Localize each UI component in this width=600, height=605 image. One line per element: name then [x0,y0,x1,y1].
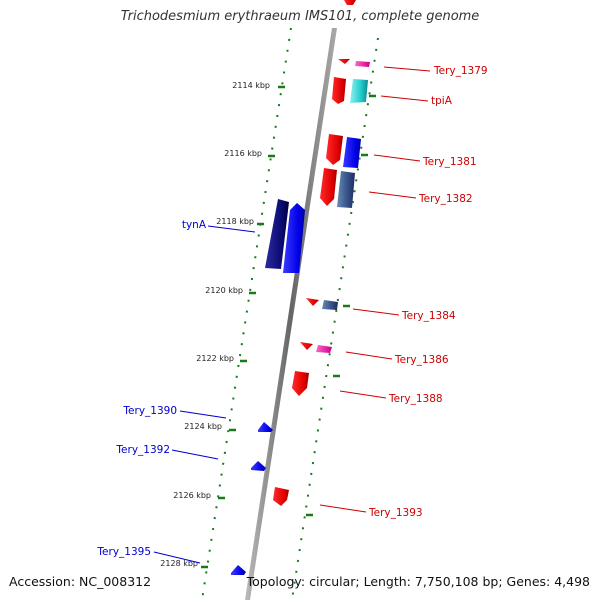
leader-line [352,308,400,316]
gene-label-tpia[interactable]: tpiA [431,95,453,107]
leader-line [179,410,227,419]
gene-label-tery-1395[interactable]: Tery_1395 [96,546,151,558]
leader-line [319,504,367,513]
leader-line [368,191,417,199]
gene-label-tery-1379[interactable]: Tery_1379 [433,65,488,77]
tick-label: 2126 kbp [173,491,211,500]
gene-arrow-tery-1382[interactable] [320,168,337,206]
gene-arrow-tyna-b[interactable] [283,203,305,273]
genome-backbone [245,28,337,600]
gene-label-tery-1390[interactable]: Tery_1390 [122,405,177,417]
genome-info-text: Topology: circular; Length: 7,750,108 bp… [246,574,590,589]
gene-label-tery-1386[interactable]: Tery_1386 [394,354,449,366]
leader-line [345,351,393,360]
inner-guide-line [201,27,292,601]
gene-arrow-tery-1379-b[interactable] [355,61,370,67]
gene-arrow-tery-1379[interactable] [338,59,350,64]
gene-arrow-tery-1381-b[interactable] [343,137,361,168]
tick-label: 2118 kbp [216,217,254,226]
leader-lines [153,66,431,564]
gene-label-tery-1382[interactable]: Tery_1382 [418,193,473,205]
gene-arrow-tery-1382-b[interactable] [337,171,355,208]
leader-line [380,95,429,102]
leader-line [383,66,431,72]
outer-guide-line [291,37,379,601]
gene-arrow-tery-1395[interactable] [231,565,246,575]
gene-arrow-tery-1381[interactable] [326,134,343,165]
tick-label: 2114 kbp [232,81,270,90]
gene-arrow-tyna[interactable] [265,199,289,269]
tick-label: 2128 kbp [160,559,198,568]
gene-arrow-tery-1393[interactable] [273,487,289,506]
gene-arrow-tpia[interactable] [332,77,346,104]
gene-arrow-tery-1384[interactable] [306,298,319,306]
accession-text: Accession: NC_008312 [9,574,152,589]
gene-arrow-tery-1386-b[interactable] [316,345,332,353]
gene-label-tery-1393[interactable]: Tery_1393 [368,507,423,519]
leader-line [171,449,219,460]
gene-arrow-partial [344,0,356,5]
gene-arrow-tery-1388[interactable] [292,371,309,396]
gene-label-tery-1384[interactable]: Tery_1384 [401,310,456,322]
gene-arrow-tery-1386[interactable] [300,342,313,350]
gene-label-tery-1388[interactable]: Tery_1388 [388,393,443,405]
coordinate-ticks [201,85,376,569]
tick-label: 2116 kbp [224,149,262,158]
gene-arrow-tery-1390[interactable] [258,422,273,432]
gene-label-tyna[interactable]: tynA [182,219,207,231]
forward-strand-genes [273,0,370,506]
leader-line [373,154,421,162]
gene-arrow-tery-1384-b[interactable] [322,300,338,310]
leader-line [339,390,387,399]
gene-label-tery-1381[interactable]: Tery_1381 [422,156,477,168]
tick-label: 2120 kbp [205,286,243,295]
leader-line [153,551,201,564]
gene-arrow-tery-1392[interactable] [251,461,266,471]
gene-label-tery-1392[interactable]: Tery_1392 [115,444,170,456]
leader-line [207,225,256,233]
gene-arrow-tpia-b[interactable] [350,79,368,103]
genome-title: Trichodesmium erythraeum IMS101, complet… [120,9,480,24]
tick-label: 2122 kbp [196,354,234,363]
reverse-strand-genes [231,199,305,575]
tick-label: 2124 kbp [184,422,222,431]
